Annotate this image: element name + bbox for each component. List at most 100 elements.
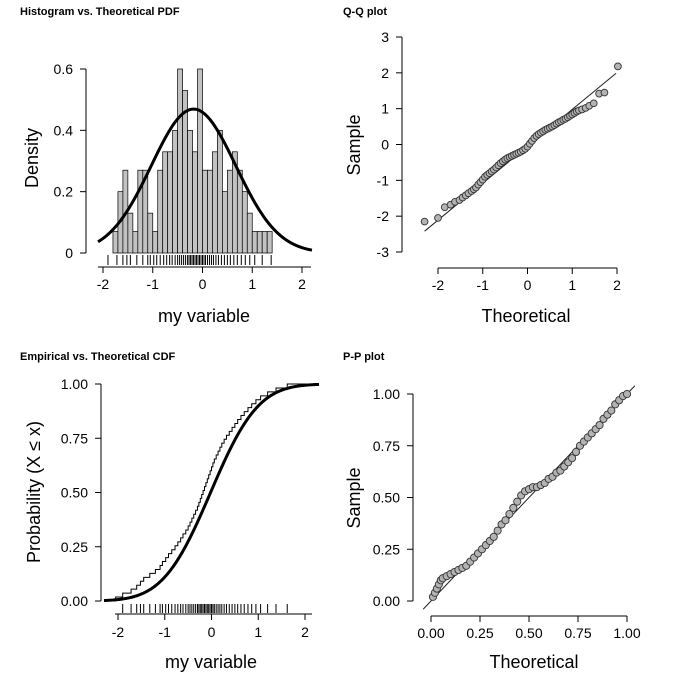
x-tick-label: 0.75 <box>564 625 591 641</box>
y-tick-label: -2 <box>377 208 390 224</box>
y-tick-label: 0.00 <box>61 593 88 609</box>
pp-point <box>509 503 518 512</box>
histogram-bar <box>167 151 174 254</box>
pp-plot-chart: 0.00 0.25 0.50 0.75 1.00 1.00 0.75 0.50 0.25 0.00… <box>344 385 641 672</box>
y-axis-title: Sample <box>344 467 364 528</box>
y-tick-label: -3 <box>377 244 390 260</box>
x-tick-label: -2 <box>97 276 110 292</box>
x-tick-label: 0.50 <box>515 625 542 641</box>
pp-point <box>622 389 632 399</box>
x-tick-label: -1 <box>477 277 490 293</box>
x-axis-title: my variable <box>158 306 250 326</box>
x-tick-label: 1 <box>248 276 256 292</box>
histogram-bar <box>207 169 213 254</box>
y-tick-label: 0.50 <box>61 485 88 501</box>
pp-point <box>493 526 502 535</box>
histogram-chart: -2 -1 0 1 2 0 0.2 0.4 0.6 my variable Density <box>22 61 313 326</box>
y-tick-label: 0.25 <box>373 541 400 557</box>
y-tick-label: 3 <box>381 29 389 45</box>
cdf-curve <box>103 382 320 603</box>
histogram-bar <box>112 231 119 254</box>
y-tick-label: 0 <box>65 245 73 261</box>
y-axis-title: Probability (X ≤ x) <box>24 421 44 563</box>
qq-point <box>614 62 622 71</box>
qq-point <box>600 88 609 97</box>
y-tick-label: 2 <box>381 65 389 81</box>
y-tick-label: 0.4 <box>54 122 74 138</box>
x-tick-label: 1 <box>568 277 576 293</box>
histogram-bar <box>147 212 154 254</box>
histogram-bar <box>227 169 233 254</box>
cdf-chart: -2 -1 0 1 2 1.00 0.75 0.50 0.25 0.00 my variable Pr… <box>24 376 320 672</box>
histogram-bar <box>261 231 268 254</box>
y-tick-label: 0 <box>381 137 389 153</box>
histogram-bar <box>187 129 193 254</box>
histogram-bar <box>152 231 159 254</box>
pp-plot-panel: P-P plot 0.00 0.25 0.50 0.75 1.00 1.00 0.75 0.5… <box>343 340 687 681</box>
y-tick-label: 0.00 <box>373 593 400 609</box>
histogram-bar <box>157 169 164 254</box>
histogram-bar <box>202 169 208 254</box>
pp-plot-title: P-P plot <box>343 351 385 363</box>
pdf-curve <box>97 107 313 252</box>
cdf-panel: Empirical vs. Theoretical CDF -2 -1 0 1 2 1.0… <box>0 340 343 681</box>
histogram-bar <box>256 231 263 254</box>
qq-plot-title: Q-Q plot <box>343 6 387 18</box>
x-tick-label: -1 <box>147 276 160 292</box>
histogram-bar <box>162 151 169 254</box>
pp-point <box>571 447 581 457</box>
x-tick-label: -1 <box>159 624 172 640</box>
y-tick-label: 0.25 <box>61 539 88 555</box>
histogram-bar <box>172 129 178 254</box>
y-tick-label: 0.2 <box>54 184 74 200</box>
qq-point <box>420 217 429 226</box>
x-tick-label: 2 <box>613 277 621 293</box>
x-tick-label: 2 <box>298 276 306 292</box>
ecdf-step <box>103 383 320 602</box>
x-axis-title: my variable <box>165 652 257 672</box>
y-tick-label: 0.50 <box>373 490 400 506</box>
pp-point <box>568 454 577 463</box>
histogram-bar <box>251 231 258 254</box>
x-tick-label: 1 <box>254 624 262 640</box>
x-tick-label: -2 <box>112 624 125 640</box>
histogram-bar <box>177 68 183 254</box>
y-axis-title: Sample <box>344 114 364 175</box>
y-axis-title: Density <box>22 128 42 188</box>
histogram-bar <box>222 191 228 254</box>
y-tick-label: 1.00 <box>373 386 400 402</box>
y-tick-label: 0.75 <box>373 438 400 454</box>
x-tick-label: -2 <box>432 277 445 293</box>
x-tick-label: 1.00 <box>613 625 640 641</box>
x-tick-label: 0 <box>208 624 216 640</box>
pp-point <box>489 532 498 541</box>
x-axis-title: Theoretical <box>489 652 578 672</box>
pp-point <box>595 421 604 430</box>
qq-point <box>434 214 442 222</box>
pp-point <box>505 510 514 519</box>
histogram-bar <box>217 129 223 254</box>
histogram-bar <box>192 151 198 254</box>
y-tick-label: 0.75 <box>61 430 88 446</box>
histogram-panel: Histogram vs. Theoretical PDF -2 -1 0 1 2 0 0.… <box>0 0 343 340</box>
histogram-bar <box>142 169 149 254</box>
histogram-bar <box>197 68 203 254</box>
y-tick-label: 1.00 <box>61 376 88 392</box>
histogram-bar <box>236 169 243 254</box>
x-tick-label: 2 <box>301 624 309 640</box>
qq-plot-panel: Q-Q plot -2 -1 0 1 2 3 2 1 0 -1 -2 -3 Theoretical Sam… <box>343 0 687 340</box>
x-tick-label: 0.00 <box>417 625 444 641</box>
y-tick-label: 1 <box>381 101 389 117</box>
histogram-bar <box>266 231 273 254</box>
histogram-bar <box>132 231 139 254</box>
histogram-title: Histogram vs. Theoretical PDF <box>20 6 180 18</box>
x-axis-title: Theoretical <box>481 306 570 326</box>
pp-point <box>607 406 616 415</box>
x-tick-label: 0.25 <box>466 625 493 641</box>
qq-point <box>589 99 598 108</box>
cdf-title: Empirical vs. Theoretical CDF <box>20 351 176 363</box>
y-tick-label: 0.6 <box>54 61 74 77</box>
pp-point <box>513 497 522 506</box>
histogram-bar <box>246 212 253 254</box>
y-tick-label: -1 <box>377 172 390 188</box>
